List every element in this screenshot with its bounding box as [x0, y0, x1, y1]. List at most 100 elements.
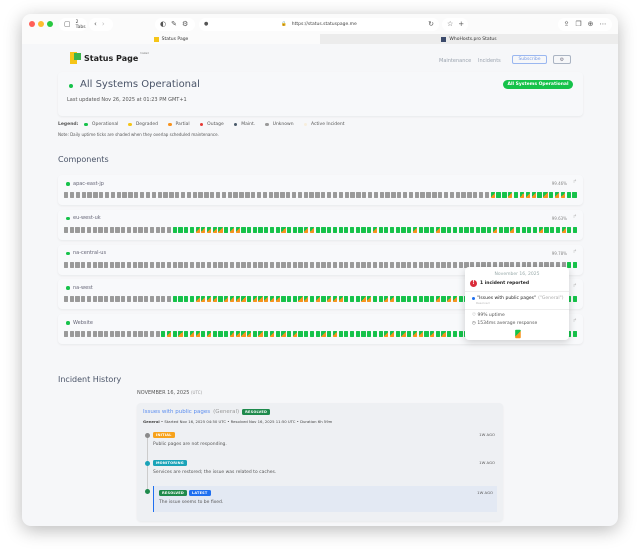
uptime-tick-unknown[interactable]	[161, 226, 166, 233]
expand-icon[interactable]: ↱	[572, 318, 577, 325]
uptime-tick-operational[interactable]	[458, 296, 463, 303]
uptime-tick-unknown[interactable]	[86, 296, 92, 303]
uptime-tick-operational[interactable]	[344, 296, 349, 303]
uptime-tick-operational[interactable]	[407, 226, 412, 233]
uptime-tick-unknown[interactable]	[385, 192, 390, 198]
uptime-tick-operational[interactable]	[212, 331, 217, 338]
uptime-tick-partial[interactable]	[435, 296, 440, 303]
uptime-tick-unknown[interactable]	[149, 296, 154, 303]
uptime-tick-unknown[interactable]	[92, 296, 97, 303]
uptime-tick-operational[interactable]	[275, 226, 280, 233]
uptime-tick-unknown[interactable]	[86, 261, 92, 268]
uptime-tick-partial[interactable]	[264, 296, 269, 303]
uptime-tick-unknown[interactable]	[204, 192, 209, 198]
uptime-tick-operational[interactable]	[332, 226, 337, 233]
uptime-tick-operational[interactable]	[264, 331, 269, 338]
uptime-tick-unknown[interactable]	[75, 192, 81, 198]
uptime-tick-unknown[interactable]	[104, 192, 110, 198]
uptime-tick-unknown[interactable]	[126, 331, 132, 338]
uptime-tick-unknown[interactable]	[239, 192, 244, 198]
uptime-tick-operational[interactable]	[315, 226, 320, 233]
uptime-tick-operational[interactable]	[292, 226, 297, 233]
uptime-tick-partial[interactable]	[315, 296, 320, 303]
uptime-tick-unknown[interactable]	[461, 192, 466, 198]
zoom-window-button[interactable]	[47, 21, 53, 27]
uptime-tick-partial[interactable]	[492, 226, 498, 233]
uptime-tick-unknown[interactable]	[64, 261, 69, 268]
uptime-tick-operational[interactable]	[550, 226, 555, 233]
uptime-tick-partial[interactable]	[435, 226, 440, 233]
uptime-tick-operational[interactable]	[201, 331, 206, 338]
shield-icon[interactable]: ◐	[160, 20, 167, 28]
uptime-tick-unknown[interactable]	[189, 261, 195, 268]
uptime-tick-operational[interactable]	[475, 226, 480, 233]
uptime-tick-operational[interactable]	[504, 226, 509, 233]
uptime-tick-unknown[interactable]	[235, 261, 240, 268]
uptime-tick-unknown[interactable]	[64, 331, 69, 338]
uptime-tick-partial[interactable]	[195, 226, 200, 233]
uptime-tick-unknown[interactable]	[221, 192, 227, 198]
uptime-tick-operational[interactable]	[269, 226, 275, 233]
expand-icon[interactable]: ↱	[572, 248, 577, 255]
uptime-tick-unknown[interactable]	[104, 331, 109, 338]
uptime-tick-unknown[interactable]	[132, 226, 137, 233]
uptime-tick-partial[interactable]	[241, 331, 246, 338]
uptime-tick-partial[interactable]	[235, 296, 240, 303]
uptime-tick-unknown[interactable]	[138, 296, 143, 303]
pen-icon[interactable]: ✎	[171, 20, 177, 28]
uptime-tick-partial[interactable]	[309, 226, 315, 233]
uptime-tick-unknown[interactable]	[326, 192, 332, 198]
uptime-tick-partial[interactable]	[389, 331, 395, 338]
uptime-tick-operational[interactable]	[161, 331, 166, 338]
uptime-tick-unknown[interactable]	[198, 192, 203, 198]
uptime-tick-unknown[interactable]	[389, 261, 395, 268]
uptime-tick-operational[interactable]	[496, 192, 501, 198]
uptime-tick-partial[interactable]	[441, 331, 446, 338]
uptime-tick-operational[interactable]	[566, 192, 571, 198]
uptime-tick-operational[interactable]	[567, 261, 572, 268]
uptime-tick-operational[interactable]	[321, 226, 326, 233]
uptime-tick-operational[interactable]	[458, 226, 463, 233]
uptime-tick-unknown[interactable]	[350, 192, 355, 198]
uptime-tick-unknown[interactable]	[149, 261, 154, 268]
uptime-tick-partial[interactable]	[412, 226, 418, 233]
uptime-tick-partial[interactable]	[538, 226, 543, 233]
uptime-tick-operational[interactable]	[367, 226, 372, 233]
uptime-tick-unknown[interactable]	[227, 192, 232, 198]
uptime-tick-unknown[interactable]	[115, 331, 120, 338]
uptime-tick-unknown[interactable]	[544, 261, 549, 268]
uptime-tick-operational[interactable]	[549, 192, 554, 198]
uptime-tick-operational[interactable]	[384, 226, 389, 233]
minimize-window-button[interactable]	[38, 21, 44, 27]
uptime-tick-operational[interactable]	[418, 296, 423, 303]
uptime-tick-operational[interactable]	[447, 226, 452, 233]
address-bar[interactable]: ● 🔒 https://status.statuspage.me ↻	[199, 18, 439, 31]
uptime-tick-unknown[interactable]	[69, 192, 75, 198]
tab-status-page[interactable]: Status Page	[22, 34, 320, 44]
uptime-tick-unknown[interactable]	[414, 192, 419, 198]
uptime-tick-unknown[interactable]	[510, 261, 515, 268]
uptime-tick-operational[interactable]	[498, 226, 503, 233]
uptime-tick-unknown[interactable]	[132, 261, 137, 268]
uptime-tick-operational[interactable]	[487, 226, 492, 233]
uptime-tick-unknown[interactable]	[104, 296, 109, 303]
uptime-tick-unknown[interactable]	[155, 331, 160, 338]
uptime-tick-partial[interactable]	[224, 296, 229, 303]
uptime-tick-operational[interactable]	[349, 296, 355, 303]
uptime-tick-operational[interactable]	[401, 296, 406, 303]
uptime-tick-operational[interactable]	[481, 226, 486, 233]
uptime-tick-unknown[interactable]	[81, 226, 86, 233]
uptime-tick-unknown[interactable]	[145, 192, 151, 198]
uptime-tick-partial[interactable]	[338, 296, 343, 303]
uptime-tick-unknown[interactable]	[378, 261, 383, 268]
uptime-tick-unknown[interactable]	[87, 192, 92, 198]
uptime-tick-operational[interactable]	[349, 331, 355, 338]
uptime-tick-unknown[interactable]	[121, 261, 126, 268]
uptime-tick-unknown[interactable]	[109, 226, 114, 233]
uptime-tick-partial[interactable]	[269, 331, 275, 338]
uptime-tick-unknown[interactable]	[262, 192, 268, 198]
new-tab-icon[interactable]: +	[458, 20, 465, 28]
uptime-tick-unknown[interactable]	[481, 261, 486, 268]
uptime-tick-unknown[interactable]	[155, 226, 160, 233]
uptime-tick-unknown[interactable]	[109, 331, 114, 338]
